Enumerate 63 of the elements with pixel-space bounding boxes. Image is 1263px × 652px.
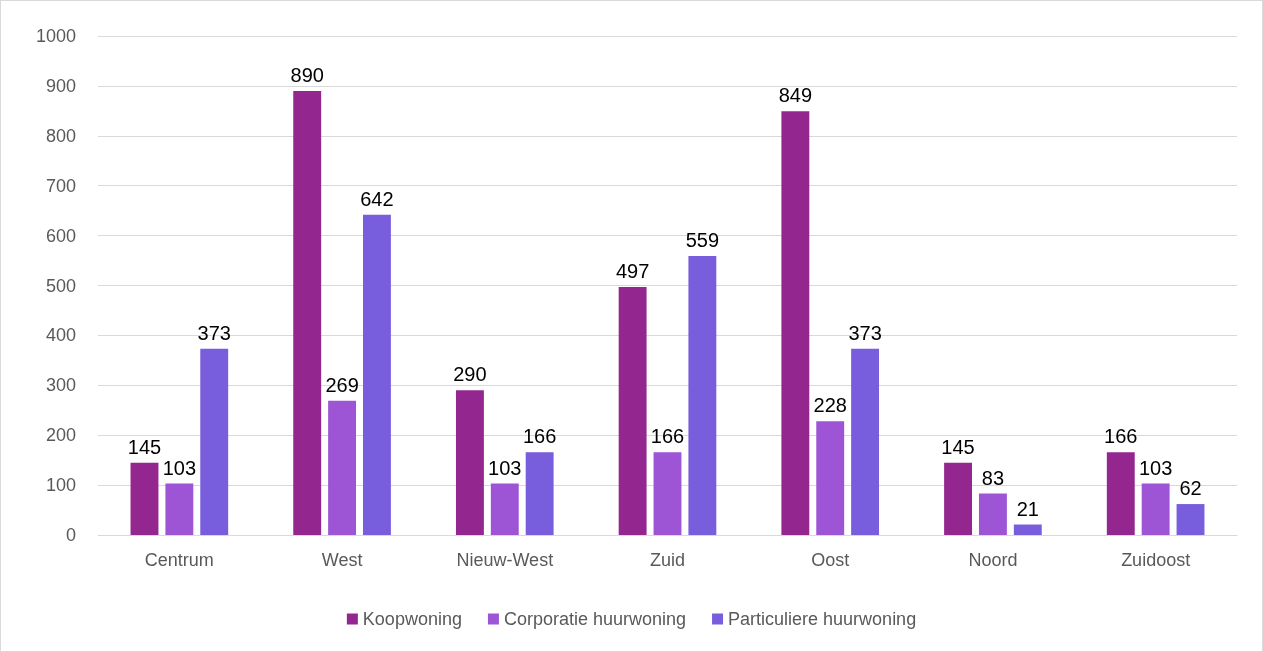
- y-tick-label: 100: [45, 475, 76, 496]
- data-label: 166: [522, 425, 557, 448]
- x-tick-label: Oost: [811, 550, 850, 570]
- data-label: 373: [197, 321, 231, 344]
- bar: [816, 421, 845, 535]
- data-label: 228: [813, 394, 847, 417]
- bar: [653, 452, 682, 535]
- legend-label: Koopwoning: [362, 609, 462, 629]
- bar: [1013, 524, 1042, 535]
- bar: [362, 214, 391, 535]
- y-tick-label: 900: [45, 75, 76, 96]
- bar: [781, 111, 810, 535]
- bar: [851, 348, 880, 535]
- x-tick-label: West: [321, 550, 363, 570]
- data-label: 497: [615, 260, 650, 282]
- y-tick-label: 300: [45, 375, 76, 396]
- bar: [490, 483, 519, 535]
- data-label: 890: [290, 63, 324, 86]
- bar: [525, 452, 554, 535]
- bar: [1141, 483, 1170, 535]
- x-tick-label: Centrum: [144, 550, 214, 570]
- x-tick-label: Zuidoost: [1121, 550, 1191, 570]
- y-tick-label: 400: [45, 325, 76, 346]
- bar: [944, 462, 973, 535]
- data-label: 559: [685, 229, 720, 252]
- bar: [618, 287, 647, 535]
- bar: [455, 390, 484, 535]
- data-label: 269: [325, 373, 359, 396]
- bar: [293, 90, 322, 535]
- bar: [1176, 504, 1205, 535]
- data-label: 83: [981, 466, 1005, 489]
- x-tick-label: Noord: [968, 550, 1018, 570]
- bar: [130, 462, 159, 535]
- y-tick-label: 0: [65, 525, 76, 545]
- bar: [688, 256, 717, 535]
- y-tick-label: 700: [45, 175, 76, 196]
- data-label: 290: [453, 363, 487, 386]
- data-label: 21: [1016, 497, 1039, 520]
- x-tick-label: Zuid: [649, 550, 686, 570]
- data-label: 103: [1138, 456, 1173, 479]
- data-label: 642: [360, 187, 394, 210]
- y-tick-label: 200: [45, 425, 76, 446]
- data-label: 103: [488, 456, 522, 479]
- data-label: 103: [162, 456, 197, 479]
- y-tick-label: 1000: [35, 26, 76, 46]
- bar: [978, 493, 1007, 535]
- legend-label: Particuliere huurwoning: [728, 609, 917, 629]
- data-label: 166: [650, 425, 685, 448]
- x-tick-label: Nieuw-West: [456, 550, 554, 570]
- y-tick-label: 800: [45, 125, 76, 146]
- y-tick-label: 600: [45, 225, 76, 246]
- data-label: 62: [1179, 477, 1202, 500]
- data-label: 373: [848, 321, 882, 344]
- legend-label: Corporatie huurwoning: [503, 609, 687, 629]
- data-label: 849: [778, 84, 813, 107]
- y-tick-label: 500: [45, 275, 76, 296]
- bar: [328, 400, 357, 535]
- bar: [165, 483, 194, 535]
- bar: [200, 348, 229, 535]
- data-label: 145: [127, 435, 162, 458]
- data-label: 145: [941, 435, 975, 458]
- data-label: 166: [1104, 425, 1138, 448]
- bar: [1106, 452, 1135, 535]
